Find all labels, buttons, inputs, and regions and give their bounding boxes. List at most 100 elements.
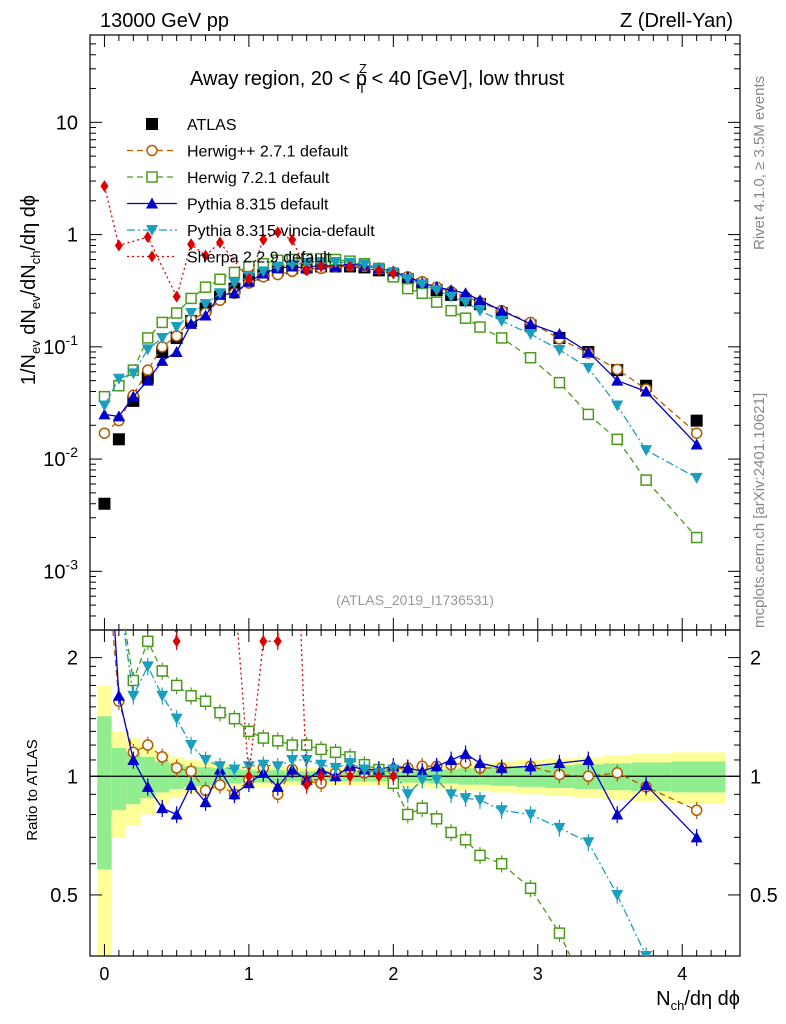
ratio-point-herwig-7-2-1-default — [185, 690, 197, 702]
ratio-band-inner — [126, 752, 141, 805]
ratio-point-pythia-8-315-vincia-default — [344, 758, 356, 770]
ratio-point-herwig-7-2-1-default — [445, 826, 457, 839]
ratio-point-herwig-7-2-1-default — [315, 743, 327, 756]
legend-label-atlas: ATLAS — [187, 117, 237, 134]
ratio-point-pythia-8-315-default — [401, 761, 414, 773]
ratio-point-pythia-8-315-default — [199, 796, 212, 808]
x-tick-label: 0 — [99, 964, 109, 984]
ratio-point-pythia-8-315-default — [228, 788, 241, 800]
data-point-pythia-8-315-vincia-default — [127, 368, 140, 380]
data-point-sherpa-2-2-9-default — [187, 238, 196, 251]
ratio-point-pythia-8-315-default — [141, 780, 154, 792]
data-point-sherpa-2-2-9-default — [346, 260, 354, 273]
ratio-point-pythia-8-315-vincia-default — [315, 759, 328, 771]
data-point-pythia-8-315-default — [199, 309, 212, 321]
data-point-herwig-7-2-1-default — [459, 312, 472, 324]
y-tick-label: 10 — [56, 112, 78, 134]
data-point-herwig-7-2-1-default — [142, 332, 154, 344]
data-point-sherpa-2-2-9-default — [273, 226, 282, 239]
legend-label-pythia-8-315-vincia-default: Pythia 8.315 vincia-default — [187, 223, 375, 240]
data-point-herwig-7-2-1-default — [243, 260, 255, 273]
data-point-atlas — [112, 433, 125, 446]
ratio-point-herwig-7-2-1-default — [228, 712, 241, 725]
header-right: Z (Drell-Yan) — [620, 10, 733, 32]
data-point-sherpa-2-2-9-default — [172, 290, 181, 303]
data-point-pythia-8-315-vincia-default — [300, 257, 313, 269]
ratio-point-herwig-2-7-1-default — [611, 767, 623, 779]
ratio-band-inner — [111, 747, 127, 811]
data-point-herwig-2-7-1-default — [690, 427, 703, 439]
data-point-pythia-8-315-vincia-default — [141, 344, 154, 356]
data-point-sherpa-2-2-9-default — [374, 264, 383, 277]
ratio-band-inner — [671, 761, 726, 793]
series-line-pythia-8-315-default — [104, 263, 698, 445]
legend-label-herwig-7-2-1-default: Herwig 7.2.1 default — [187, 170, 330, 187]
x-axis-label: Nch/dη dϕ — [656, 988, 740, 1013]
data-point-pythia-8-315-vincia-default — [430, 285, 443, 297]
x-tick-label: 1 — [244, 964, 254, 984]
ratio-point-herwig-7-2-1-default — [430, 813, 443, 825]
data-point-sherpa-2-2-9-default — [100, 180, 109, 193]
ratio-point-herwig-2-7-1-default — [690, 804, 703, 816]
ratio-point-pythia-8-315-vincia-default — [611, 889, 624, 901]
ratio-point-pythia-8-315-vincia-default — [640, 951, 653, 956]
x-tick-label: 3 — [533, 964, 543, 984]
data-point-pythia-8-315-default — [141, 374, 154, 386]
legend-label-sherpa-2-2-9-default: Sherpa 2.2.9 default — [187, 250, 332, 267]
data-point-herwig-7-2-1-default — [214, 273, 226, 285]
data-point-herwig-7-2-1-default — [640, 474, 652, 486]
ratio-tick-label-right: 2 — [750, 648, 761, 670]
ratio-point-pythia-8-315-default — [582, 753, 595, 765]
rivet-version-text: Rivet 4.1.0, ≥ 3.5M events — [751, 76, 768, 250]
data-point-herwig-7-2-1-default — [185, 292, 197, 305]
ratio-line-herwig-7-2-1-default — [124, 630, 571, 956]
ratio-point-pythia-8-315-default — [271, 780, 284, 792]
ratio-point-sherpa-2-2-9-default — [389, 770, 398, 783]
y-tick-label: 10-1 — [43, 332, 78, 359]
ratio-point-pythia-8-315-default — [416, 765, 429, 777]
ratio-point-herwig-7-2-1-default — [214, 706, 226, 719]
header-left: 13000 GeV pp — [100, 10, 229, 32]
data-point-pythia-8-315-vincia-default — [640, 445, 653, 457]
ratio-point-pythia-8-315-vincia-default — [141, 661, 154, 673]
data-point-pythia-8-315-vincia-default — [474, 305, 486, 317]
ratio-tick-label-left: 2 — [67, 648, 78, 670]
ratio-point-pythia-8-315-default — [690, 831, 703, 843]
data-point-pythia-8-315-vincia-default — [329, 256, 342, 268]
data-point-pythia-8-315-vincia-default — [286, 259, 299, 271]
data-point-herwig-2-7-1-default — [98, 427, 111, 439]
ratio-point-herwig-7-2-1-default — [257, 732, 270, 744]
legend-marker-herwig-7-2-1-default — [146, 171, 158, 183]
ratio-point-herwig-2-7-1-default — [582, 770, 595, 783]
ratio-tick-label-right: 1 — [750, 766, 761, 788]
data-point-pythia-8-315-default — [185, 317, 198, 329]
data-point-pythia-8-315-default — [127, 390, 140, 402]
data-point-herwig-7-2-1-default — [228, 266, 241, 279]
ratio-tick-label-left: 0.5 — [50, 885, 78, 907]
x-tick-label: 4 — [677, 964, 687, 984]
data-point-pythia-8-315-default — [459, 287, 472, 299]
data-point-sherpa-2-2-9-default — [259, 233, 268, 246]
data-point-pythia-8-315-vincia-default — [156, 332, 169, 344]
ratio-point-pythia-8-315-vincia-default — [474, 795, 486, 807]
ratio-point-pythia-8-315-default — [112, 689, 125, 701]
plot-frames — [89, 34, 741, 957]
ratio-point-pythia-8-315-vincia-default — [329, 762, 342, 774]
data-point-pythia-8-315-default — [524, 317, 537, 329]
ratio-point-herwig-7-2-1-default — [459, 834, 472, 846]
data-point-sherpa-2-2-9-default — [244, 273, 253, 286]
ratio-point-herwig-7-2-1-default — [474, 849, 486, 862]
data-point-pythia-8-315-default — [474, 294, 486, 306]
data-point-pythia-8-315-default — [690, 438, 703, 450]
axis-ticks: 0 1 2 3 4 10-3 10-2 10-1 1 10 0.5 0.5 1 1 2 2 — [43, 34, 778, 984]
ratio-point-pythia-8-315-default — [445, 753, 458, 765]
data-point-pythia-8-315-default — [553, 328, 566, 340]
data-point-pythia-8-315-vincia-default — [690, 472, 703, 484]
y-axis-label: 1/Nev dNev/dNch/dη dϕ — [18, 195, 43, 385]
ratio-point-pythia-8-315-default — [524, 760, 537, 772]
data-point-pythia-8-315-vincia-default — [582, 362, 595, 374]
series-line-pythia-8-315-vincia-default — [103, 261, 697, 479]
data-point-herwig-7-2-1-default — [430, 296, 443, 308]
ratio-point-herwig-2-7-1-default — [156, 751, 168, 763]
data-point-sherpa-2-2-9-default — [302, 264, 311, 277]
